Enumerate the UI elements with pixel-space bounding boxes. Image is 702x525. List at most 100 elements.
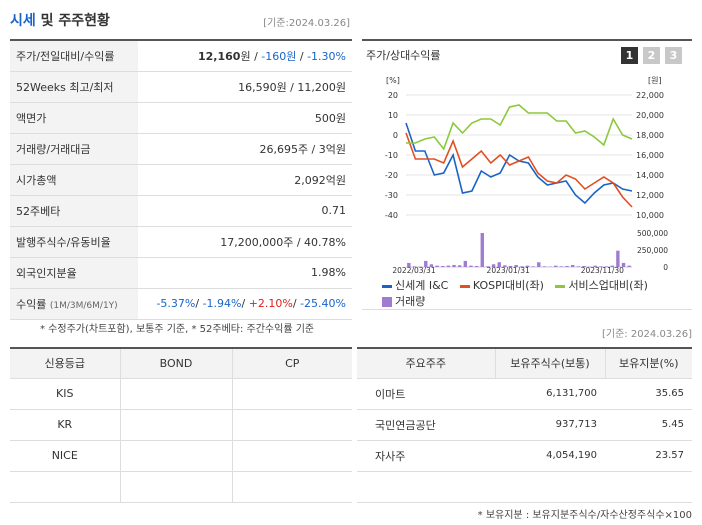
chart-tabs: 1 2 3 [621,47,682,64]
volume-bar [503,265,507,267]
volume-bar [531,266,535,267]
left-tick-label: 0 [393,131,398,140]
price-value: 12,160 [198,49,241,63]
legend-label: 신세계 I&C [395,279,449,292]
table-row: 국민연금공단 937,713 5.45 [357,409,692,441]
table-cell: KIS [10,378,121,410]
volume-bar [542,266,547,267]
holder-ratio: 35.65 [605,378,692,410]
price-relative-chart: [%] [원] 20 10 0 -10 -20 -30 -40 22,000 20,000 18,00… [385,76,668,275]
volume-bar [407,262,411,267]
column-header: 신용등급 [10,348,121,379]
table-row: 이마트 6,131,700 35.65 [357,378,692,410]
column-header: 보유주식수(보통) [495,348,606,379]
returns-label: 수익률 [16,297,47,311]
stat-value: 26,695주 / 3억원 [138,133,352,165]
volume-bar [520,266,524,267]
title-rest: 및 주주현황 [35,13,110,29]
price-stats-table: 주가/전일대비/수익률 12,160원 / -160원 / -1.30% 52W… [10,39,352,320]
legend-swatch [382,284,392,288]
column-header: 주요주주 [357,348,496,379]
stat-label: 외국인지분율 [10,257,138,289]
table-cell [10,471,121,503]
volume-bar [616,250,620,267]
volume-bar [593,265,597,267]
volume-tick-label: 0 [663,263,668,272]
chart-tab-2[interactable]: 2 [643,47,660,64]
stat-label: 주가/전일대비/수익률 [10,40,138,72]
table-cell [120,471,233,503]
section-title: 시세 및 주주현황 [10,13,110,29]
price-sep: / [296,49,308,63]
return-sep: / [195,297,203,310]
column-header: CP [232,348,352,379]
volume-bar [627,265,631,267]
x-tick-label: 2023/11/30 [581,266,624,275]
stat-value: 16,590원 / 11,200원 [138,71,352,103]
volume-bar [559,266,564,267]
x-tick-label: 2022/03/31 [392,266,435,275]
major-shareholders-table: 주요주주 보유주식수(보통) 보유지분(%) 이마트 6,131,700 35.65… [357,347,692,503]
holder-ratio: 5.45 [605,409,692,441]
chart-legend: 신세계 I&C KOSPI대비(좌) 서비스업대비(좌) 거래량 [382,278,692,310]
return-3m: -1.94% [202,297,242,310]
holders-reference-date: [기준: 2024.03.26] [601,329,692,340]
volume-bar [554,265,558,267]
legend-item: 서비스업대비(좌) [555,278,648,294]
holder-ratio: 23.57 [605,440,692,472]
stat-value: 500원 [138,102,352,134]
series-line [405,132,633,208]
volume-bar [452,264,456,267]
stat-row: 거래량/거래대금 26,695주 / 3억원 [10,133,352,165]
return-1y: -25.40% [300,297,346,310]
stat-value: 17,200,000주 / 40.78% [138,226,352,258]
table-row: 자사주 4,054,190 23.57 [357,440,692,472]
volume-tick-label: 250,000 [637,246,668,255]
stat-label: 시가총액 [10,164,138,196]
volume-bar [537,262,541,267]
volume-bar [446,265,451,267]
table-row: KR [10,409,352,441]
left-tick-label: -30 [385,191,398,200]
stat-row: 시가총액 2,092억원 [10,164,352,196]
table-row [10,471,352,503]
right-tick-label: 20,000 [636,111,664,120]
legend-swatch [382,297,392,307]
chart-tab-3[interactable]: 3 [665,47,682,64]
volume-bar [480,233,484,267]
legend-label: KOSPI대비(좌) [472,279,544,292]
footnote-left: * 수정주가(차트포함), 보통주 기준, * 52주베타: 주간수익률 기준 [40,324,315,335]
left-axis-unit: [%] [386,76,400,85]
volume-bar [570,264,575,267]
holder-shares: 6,131,700 [495,378,605,410]
volume-bar [514,264,518,267]
volume-bar [429,264,434,267]
left-tick-label: -10 [385,151,398,160]
chart-tab-1[interactable]: 1 [621,47,638,64]
stat-value: 1.98% [138,257,352,289]
holder-name [357,471,495,503]
table-cell [120,440,233,472]
left-tick-label: 10 [388,111,398,120]
legend-item: 신세계 I&C [382,278,448,294]
left-tick-label: 20 [388,91,398,100]
stat-label: 수익률 (1M/3M/6M/1Y) [10,288,138,320]
volume-bar [441,265,445,267]
chart-panel: 주가/상대수익률 1 2 3 [%] [원] 20 10 0 -10 -20 -30 -40 22… [362,39,692,310]
right-tick-label: 14,000 [636,171,664,180]
legend-swatch [459,284,470,288]
volume-bar [474,265,479,267]
x-tick-label: 2023/01/31 [487,266,530,275]
stat-row: 수익률 (1M/3M/6M/1Y) -5.37%/ -1.94%/ +2.10%… [10,288,352,320]
legend-item: 거래량 [382,294,425,310]
footnote-right: * 보유지분 : 보유지분주식수/자수산정주식수×100 [477,510,692,521]
series-line [406,104,633,151]
stat-row: 액면가 500원 [10,102,352,134]
table-header-row: 주요주주 보유주식수(보통) 보유지분(%) [357,348,692,379]
volume-bar [486,266,490,267]
column-header: 보유지분(%) [605,348,692,379]
stat-row: 주가/전일대비/수익률 12,160원 / -160원 / -1.30% [10,40,352,72]
stat-row: 발행주식수/유동비율 17,200,000주 / 40.78% [10,226,352,258]
volume-bar [508,265,513,267]
volume-bar [463,260,468,267]
